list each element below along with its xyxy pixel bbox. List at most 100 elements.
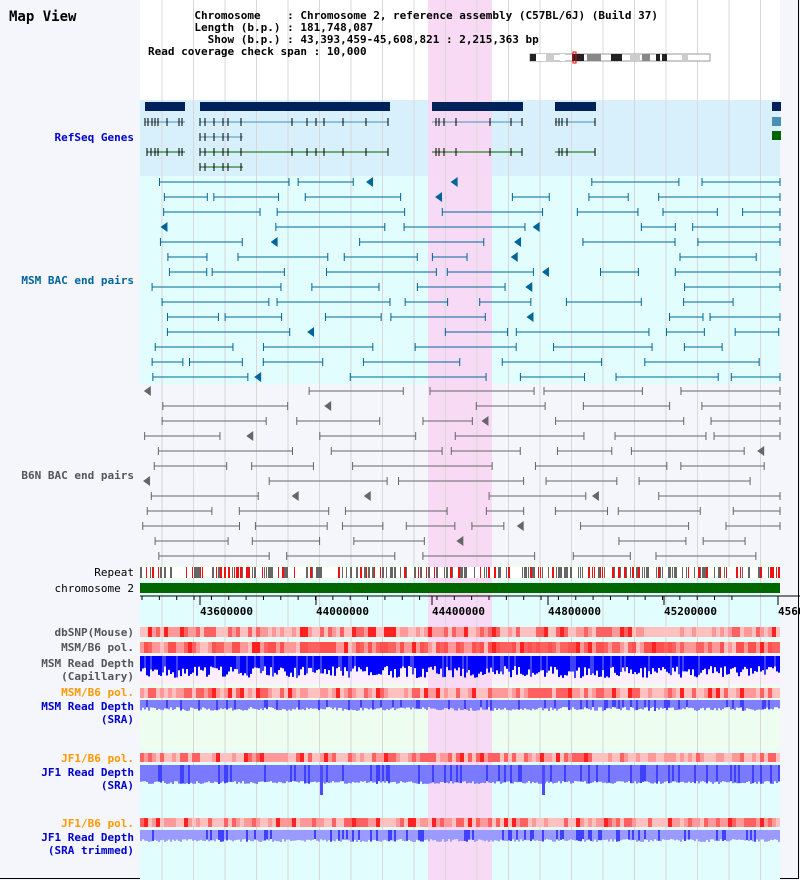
repeat-element <box>282 567 284 578</box>
jf1-trimmed-depth-bar <box>658 830 660 841</box>
repeat-element <box>532 567 534 578</box>
track-label-dbsnp[interactable]: dbSNP(Mouse) <box>54 626 134 639</box>
repeat-element <box>736 567 738 578</box>
jf1-sra-depth-bar <box>562 765 564 782</box>
msm-sra-depth-bar <box>348 700 350 711</box>
msm-sra-depth-bar <box>722 700 724 709</box>
track-label-b6n-bac[interactable]: B6N BAC end pairs <box>21 469 134 482</box>
jf1-b6-pol-cell <box>256 753 260 762</box>
jf1-trimmed-depth-bar <box>486 830 488 841</box>
msm-b6-pol2-cell <box>228 688 232 698</box>
jf1-sra-depth-bar <box>404 765 406 783</box>
dbsnp-cell <box>264 627 268 637</box>
msm-sra-depth-bar <box>172 700 174 711</box>
jf1-trimmed-depth-bar <box>384 830 386 840</box>
track-label-msm-depth-sra[interactable]: MSM Read Depth (SRA) <box>41 700 134 726</box>
jf1-trimmed-depth-bar <box>210 830 212 841</box>
capillary-depth-bar <box>210 656 212 667</box>
msm-sra-depth-bar <box>426 700 428 710</box>
repeat-element <box>668 567 670 578</box>
msm-b6-pol-cell <box>436 642 440 653</box>
repeat-element <box>540 567 541 578</box>
jf1-b6-pol2-cell <box>484 818 488 827</box>
jf1-trimmed-depth-bar <box>750 830 752 841</box>
jf1-trimmed-depth-bar <box>518 830 520 842</box>
jf1-sra-depth-bar <box>656 765 658 784</box>
track-label-jf1-depth-sra[interactable]: JF1 Read Depth (SRA) <box>41 766 134 792</box>
msm-b6-pol2-cell <box>396 688 400 698</box>
jf1-trimmed-depth-bar <box>300 830 302 841</box>
msm-sra-depth-bar <box>514 700 516 710</box>
jf1-b6-pol2-cell <box>632 818 636 827</box>
msm-b6-pol-cell <box>252 642 256 653</box>
jf1-sra-depth-bar <box>216 765 218 783</box>
repeat-element <box>350 567 352 578</box>
dbsnp-cell <box>256 627 260 637</box>
jf1-b6-pol2-cell <box>180 818 184 827</box>
capillary-depth-bar <box>442 656 444 678</box>
refseq-gene-bar <box>200 102 390 111</box>
repeat-element <box>592 567 593 578</box>
msm-sra-depth-bar <box>210 700 212 711</box>
jf1-trimmed-depth-bar <box>656 830 658 841</box>
jf1-sra-depth-bar <box>612 765 614 784</box>
track-label-chromosome[interactable]: chromosome 2 <box>54 582 134 595</box>
jf1-b6-pol-cell <box>232 753 236 762</box>
jf1-trimmed-depth-bar <box>272 830 274 842</box>
msm-sra-depth-bar <box>526 700 528 710</box>
jf1-sra-depth-bar <box>706 765 708 784</box>
jf1-trimmed-depth-bar <box>774 830 776 840</box>
jf1-trimmed-depth-bar <box>420 830 422 842</box>
msm-b6-pol-cell <box>236 642 240 653</box>
track-label-msm-depth-capillary[interactable]: MSM Read Depth (Capillary) <box>41 657 134 683</box>
capillary-depth-bar <box>706 656 708 675</box>
track-label-refseq[interactable]: RefSeq Genes <box>54 131 134 144</box>
msm-b6-pol2-cell <box>420 688 424 698</box>
jf1-sra-depth-bar <box>268 765 270 782</box>
capillary-depth-bar <box>528 656 530 670</box>
msm-sra-depth-bar <box>730 700 732 710</box>
track-label-msm-b6-pol-2[interactable]: MSM/B6 pol. <box>61 686 134 699</box>
track-label-jf1-depth-trimmed[interactable]: JF1 Read Depth (SRA trimmed) <box>41 831 134 857</box>
msm-sra-depth-bar <box>640 700 642 709</box>
dbsnp-cell <box>356 627 360 637</box>
capillary-depth-bar <box>366 656 368 667</box>
msm-sra-depth-bar <box>498 700 500 709</box>
axis-tick-label: 44000000 <box>316 605 369 618</box>
repeat-element <box>346 567 347 578</box>
msm-sra-depth-bar <box>418 700 420 709</box>
jf1-trimmed-depth-bar <box>770 830 772 840</box>
dbsnp-cell <box>632 627 636 637</box>
track-label-msm-b6-pol[interactable]: MSM/B6 pol. <box>61 641 134 654</box>
jf1-b6-pol-cell <box>496 753 500 762</box>
track-label-msm-bac[interactable]: MSM BAC end pairs <box>21 274 134 287</box>
repeat-element <box>694 567 695 578</box>
jf1-sra-depth-bar <box>720 765 722 783</box>
track-label-jf1-b6-pol-2[interactable]: JF1/B6 pol. <box>61 817 134 830</box>
track-label-jf1-b6-pol[interactable]: JF1/B6 pol. <box>61 752 134 765</box>
jf1-sra-depth-bar <box>248 765 250 784</box>
jf1-sra-depth-bar <box>520 765 522 782</box>
msm-b6-pol2-cell <box>556 688 560 698</box>
dbsnp-cell <box>568 627 572 637</box>
jf1-b6-pol2-cell <box>532 818 536 827</box>
jf1-trimmed-depth-bar <box>142 830 144 840</box>
jf1-sra-depth-bar <box>528 765 530 782</box>
show-label: Show (b.p.) <box>207 33 281 46</box>
jf1-trimmed-depth-bar <box>592 830 594 842</box>
jf1-sra-depth-bar <box>760 765 762 784</box>
capillary-depth-bar <box>412 656 414 675</box>
jf1-b6-pol2-cell <box>424 818 428 827</box>
track-label-repeat[interactable]: Repeat <box>94 566 134 579</box>
repeat-element <box>278 567 279 578</box>
msm-sra-depth-bar <box>488 700 490 708</box>
repeat-element <box>522 567 523 578</box>
jf1-trimmed-depth-bar <box>344 830 346 840</box>
jf1-trimmed-depth-bar <box>386 830 388 841</box>
msm-sra-depth-bar <box>438 700 440 711</box>
jf1-sra-depth-bar <box>258 765 260 782</box>
jf1-b6-pol-cell <box>624 753 628 762</box>
jf1-b6-pol-cell <box>556 753 560 762</box>
capillary-depth-bar <box>476 656 478 678</box>
